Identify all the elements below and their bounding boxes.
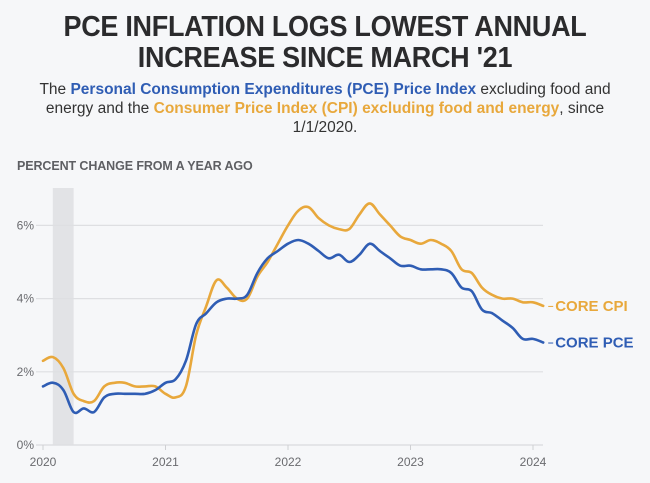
y-tick-label: 6% <box>17 218 35 232</box>
subtitle-post: , since 1/1/2020. <box>292 100 605 136</box>
title-line-1: PCE INFLATION LOGS LOWEST ANNUAL <box>63 11 587 43</box>
subtitle-mid: excluding food and energy and the <box>45 81 611 117</box>
x-tick-label: 2024 <box>520 455 547 469</box>
y-tick-label: 4% <box>17 292 35 306</box>
y-tick-label: 0% <box>17 438 35 452</box>
subtitle-pce-name: Personal Consumption Expenditures (PCE) … <box>70 81 477 98</box>
core-pce-label: CORE PCE <box>555 335 633 352</box>
chart-title: PCE INFLATION LOGS LOWEST ANNUAL INCREAS… <box>23 12 628 74</box>
title-line-2: INCREASE SINCE MARCH '21 <box>137 42 513 74</box>
y-tick-label: 2% <box>17 365 35 379</box>
core-cpi-line <box>41 202 545 404</box>
subtitle-pre: The <box>39 81 71 98</box>
subtitle-cpi-name: Consumer Price Index (CPI) excluding foo… <box>153 100 560 117</box>
x-tick-label: 2020 <box>30 455 57 469</box>
y-axis-title: PERCENT CHANGE FROM A YEAR AGO <box>17 159 253 173</box>
x-tick-label: 2023 <box>397 455 424 469</box>
x-tick-label: 2021 <box>152 455 179 469</box>
x-tick-label: 2022 <box>275 455 302 469</box>
core-pce-line <box>41 238 545 415</box>
chart-subtitle: The Personal Consumption Expenditures (P… <box>15 80 635 137</box>
core-cpi-label: CORE CPI <box>555 298 628 315</box>
